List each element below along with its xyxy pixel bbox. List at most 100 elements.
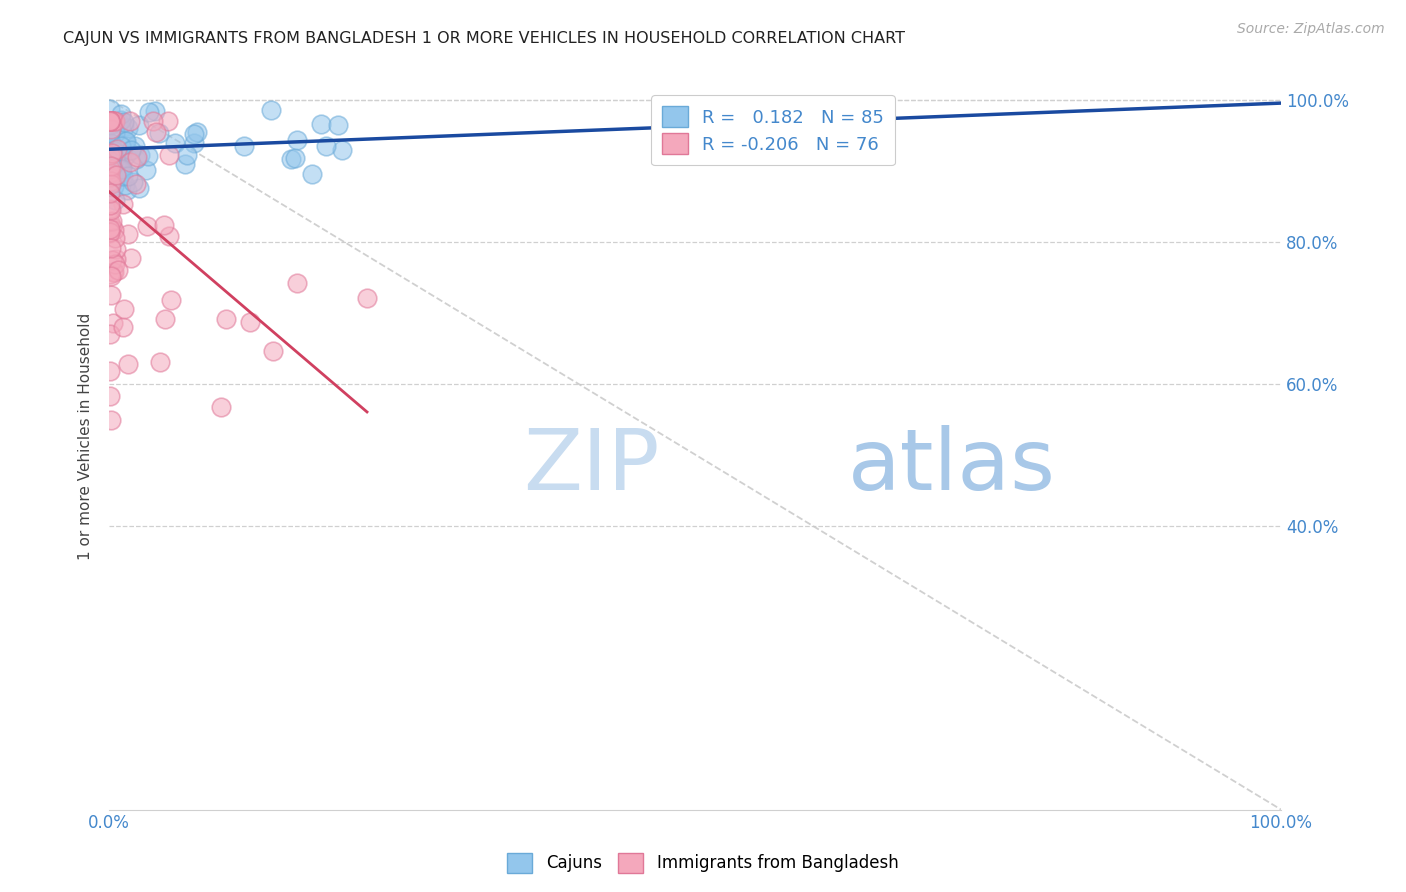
Point <box>107 161 129 176</box>
Point <box>107 263 129 277</box>
Point <box>110 139 132 153</box>
Text: CAJUN VS IMMIGRANTS FROM BANGLADESH 1 OR MORE VEHICLES IN HOUSEHOLD CORRELATION : CAJUN VS IMMIGRANTS FROM BANGLADESH 1 OR… <box>63 31 905 46</box>
Point <box>128 118 150 132</box>
Point <box>100 118 122 132</box>
Point <box>111 319 134 334</box>
Point <box>100 145 122 160</box>
Point <box>100 113 122 128</box>
Point <box>135 162 157 177</box>
Point <box>356 291 378 305</box>
Point <box>108 115 131 129</box>
Point <box>108 162 131 177</box>
Point <box>107 166 129 180</box>
Point <box>100 162 122 177</box>
Point <box>157 148 180 162</box>
Point <box>315 139 337 153</box>
Point <box>149 354 172 368</box>
Point <box>233 139 256 153</box>
Point <box>104 231 127 245</box>
Point <box>183 127 205 141</box>
Point <box>101 113 124 128</box>
Point <box>105 168 128 182</box>
Point <box>104 156 127 170</box>
Point <box>100 151 122 165</box>
Point <box>101 253 124 268</box>
Point <box>100 114 122 128</box>
Point <box>209 400 232 414</box>
Point <box>173 157 195 171</box>
Point <box>100 226 122 240</box>
Point <box>107 143 129 157</box>
Point <box>101 113 124 128</box>
Point <box>104 160 127 174</box>
Point <box>148 126 170 140</box>
Point <box>125 152 148 166</box>
Point <box>103 113 125 128</box>
Point <box>118 113 141 128</box>
Text: atlas: atlas <box>848 425 1056 508</box>
Point <box>100 141 122 155</box>
Point <box>176 147 198 161</box>
Point <box>100 267 122 281</box>
Point <box>100 163 122 178</box>
Point <box>114 178 136 193</box>
Point <box>215 312 238 326</box>
Point <box>124 138 146 153</box>
Point <box>330 143 353 157</box>
Point <box>110 113 132 128</box>
Point <box>120 251 142 265</box>
Point <box>100 167 122 181</box>
Point <box>100 140 122 154</box>
Point <box>159 229 181 244</box>
Point <box>100 413 122 427</box>
Point <box>114 147 136 161</box>
Point <box>100 186 122 201</box>
Point <box>104 256 127 270</box>
Point <box>100 113 122 128</box>
Point <box>153 311 176 326</box>
Point <box>186 125 208 139</box>
Point <box>125 177 148 191</box>
Point <box>100 242 122 256</box>
Point <box>101 113 124 128</box>
Point <box>159 293 181 307</box>
Point <box>100 158 122 172</box>
Point <box>100 127 122 141</box>
Point <box>285 133 308 147</box>
Point <box>100 222 122 236</box>
Point <box>103 147 125 161</box>
Point <box>103 143 125 157</box>
Point <box>100 215 122 229</box>
Point <box>163 136 186 151</box>
Point <box>120 143 142 157</box>
Point <box>136 219 159 233</box>
Point <box>128 181 150 195</box>
Point <box>112 120 135 134</box>
Point <box>120 154 142 169</box>
Point <box>115 135 138 149</box>
Point <box>326 118 349 132</box>
Point <box>100 153 122 167</box>
Point <box>100 178 122 192</box>
Point <box>100 198 122 212</box>
Point <box>284 151 307 165</box>
Point <box>280 152 302 166</box>
Legend: R =   0.182   N = 85, R = -0.206   N = 76: R = 0.182 N = 85, R = -0.206 N = 76 <box>651 95 894 165</box>
Point <box>260 103 283 117</box>
Point <box>117 169 139 184</box>
Point <box>105 242 128 256</box>
Point <box>110 163 132 178</box>
Point <box>100 169 122 184</box>
Point <box>103 265 125 279</box>
Point <box>104 252 127 267</box>
Point <box>100 122 122 136</box>
Point <box>103 150 125 164</box>
Point <box>107 164 129 178</box>
Point <box>103 223 125 237</box>
Point <box>100 102 122 116</box>
Point <box>143 103 166 118</box>
Point <box>117 120 139 135</box>
Point <box>100 158 122 172</box>
Point <box>104 151 127 165</box>
Point <box>112 301 135 316</box>
